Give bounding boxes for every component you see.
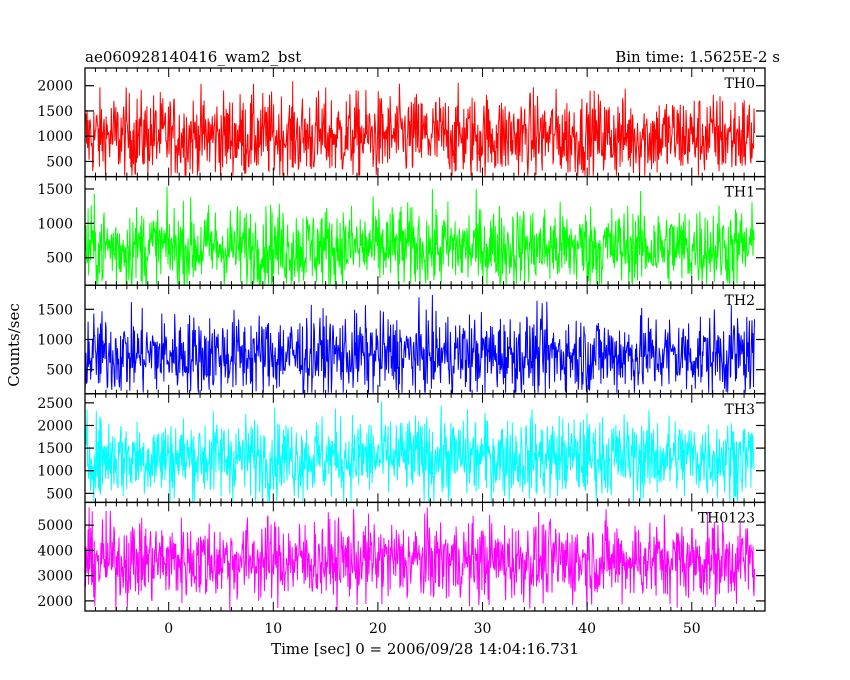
y-tick-label: 2500 [37, 396, 73, 412]
chart-title: ae060928140416_wam2_bst [85, 48, 301, 66]
series-th1 [84, 186, 755, 286]
x-tick-label: 50 [683, 621, 701, 637]
panel-label: TH0 [725, 76, 755, 92]
panel-label: TH3 [725, 402, 755, 418]
panel-th3: 500 1000 1500 2000 2500 TH3 [37, 393, 766, 504]
panel-label: TH1 [725, 185, 755, 201]
y-tick-label: 1000 [37, 464, 73, 480]
x-tick-label: 10 [264, 621, 282, 637]
bin-time-label: Bin time: 1.5625E-2 s [615, 48, 780, 66]
y-tick-label: 5000 [37, 518, 73, 534]
series-th0123 [84, 507, 755, 611]
y-tick-label: 2000 [37, 594, 73, 610]
series-th3 [84, 401, 755, 502]
y-axis-label: Counts/sec [5, 303, 23, 387]
y-tick-label: 1500 [37, 302, 73, 318]
panel-th1: 500 1000 1500 TH1 [37, 175, 766, 286]
y-tick-label: 4000 [37, 543, 73, 559]
y-tick-label: 2000 [37, 418, 73, 434]
x-axis-label: Time [sec] 0 = 2006/09/28 14:04:16.731 [271, 640, 579, 658]
y-tick-label: 2000 [37, 79, 73, 95]
y-tick-label: 1500 [37, 182, 73, 198]
y-tick-label: 3000 [37, 569, 73, 585]
series-th0 [84, 81, 755, 176]
y-tick-label: 500 [46, 154, 73, 170]
y-tick-label: 1000 [37, 129, 73, 145]
panel-frame [84, 501, 766, 612]
x-tick-label: 0 [164, 621, 173, 637]
y-tick-label: 1000 [37, 216, 73, 232]
y-tick-label: 500 [46, 363, 73, 379]
y-tick-label: 500 [46, 251, 73, 267]
x-tick-label: 40 [578, 621, 596, 637]
y-tick-label: 1500 [37, 441, 73, 457]
y-tick-label: 500 [46, 486, 73, 502]
x-tick-label: 20 [369, 621, 387, 637]
y-tick-label: 1000 [37, 333, 73, 349]
x-tick-label: 30 [474, 621, 492, 637]
panel-label: TH0123 [698, 510, 755, 526]
y-tick-label: 1500 [37, 104, 73, 120]
series-th2 [84, 294, 755, 394]
panel-th0123: 2000 3000 4000 5000 TH0123 [37, 501, 766, 612]
panel-label: TH2 [725, 293, 755, 309]
panel-th2: 500 1000 1500 TH2 [37, 284, 766, 395]
panel-th0: 500 1000 1500 2000 TH0 [37, 67, 766, 178]
